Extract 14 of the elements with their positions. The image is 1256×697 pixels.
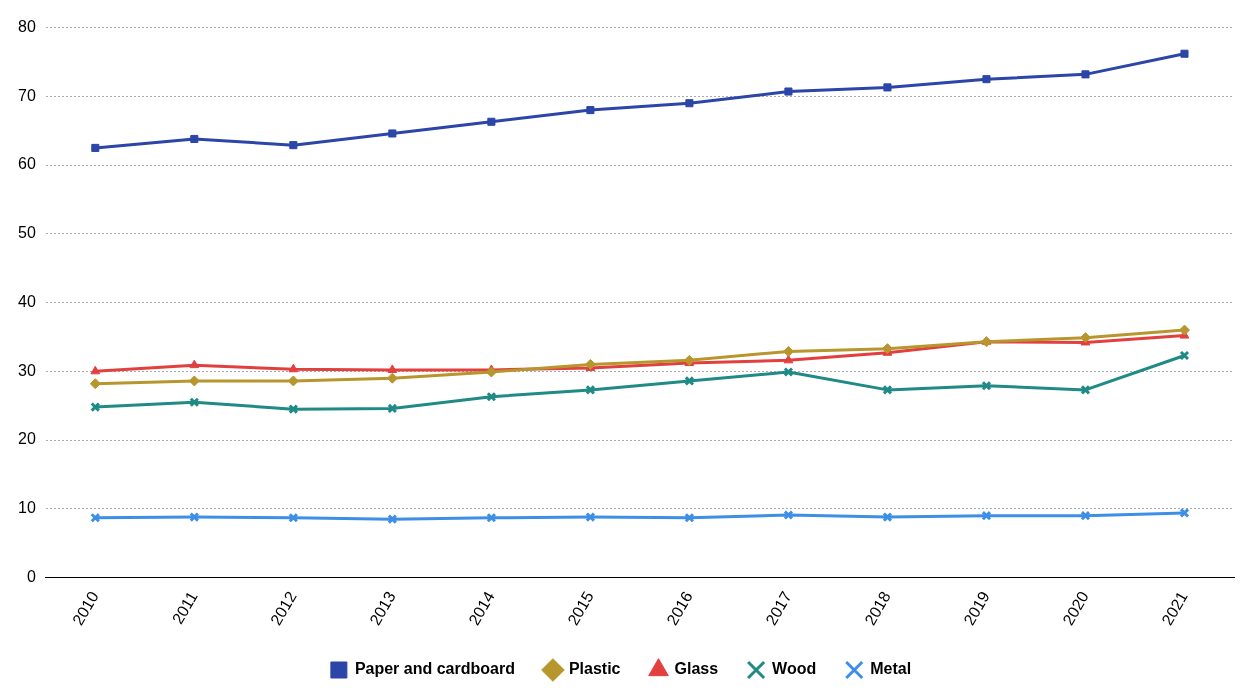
legend-label: Metal — [870, 660, 912, 678]
legend-label: Wood — [772, 660, 817, 678]
y-tick-label: 20 — [18, 430, 36, 448]
y-tick-label: 50 — [18, 224, 36, 242]
y-tick-label: 30 — [18, 361, 36, 379]
y-tick-label: 40 — [18, 292, 36, 310]
legend-label: Paper and cardboard — [354, 660, 515, 678]
y-tick-label: 80 — [18, 18, 36, 36]
y-tick-label: 10 — [18, 499, 36, 517]
y-tick-label: 60 — [18, 155, 36, 173]
y-tick-label: 70 — [18, 86, 36, 104]
legend-label: Glass — [674, 660, 719, 678]
y-tick-label: 0 — [26, 567, 36, 585]
legend-label: Plastic — [568, 660, 621, 678]
